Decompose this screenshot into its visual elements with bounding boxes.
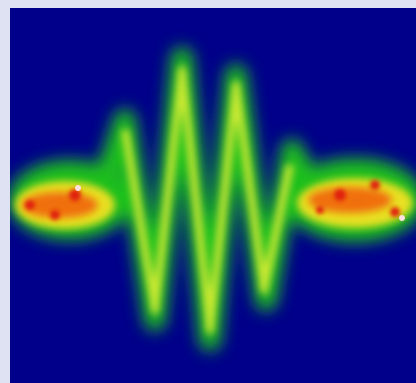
spot [334, 189, 346, 201]
wave-core [121, 66, 294, 334]
spot [370, 180, 380, 190]
spot [50, 210, 60, 220]
hot-spots [25, 180, 400, 220]
peak [399, 215, 405, 221]
spot [390, 207, 400, 217]
peak [75, 185, 81, 191]
heatmap [10, 47, 416, 351]
spot [69, 189, 81, 201]
spot [25, 200, 35, 210]
hot-right [308, 187, 392, 213]
spot [316, 206, 324, 214]
